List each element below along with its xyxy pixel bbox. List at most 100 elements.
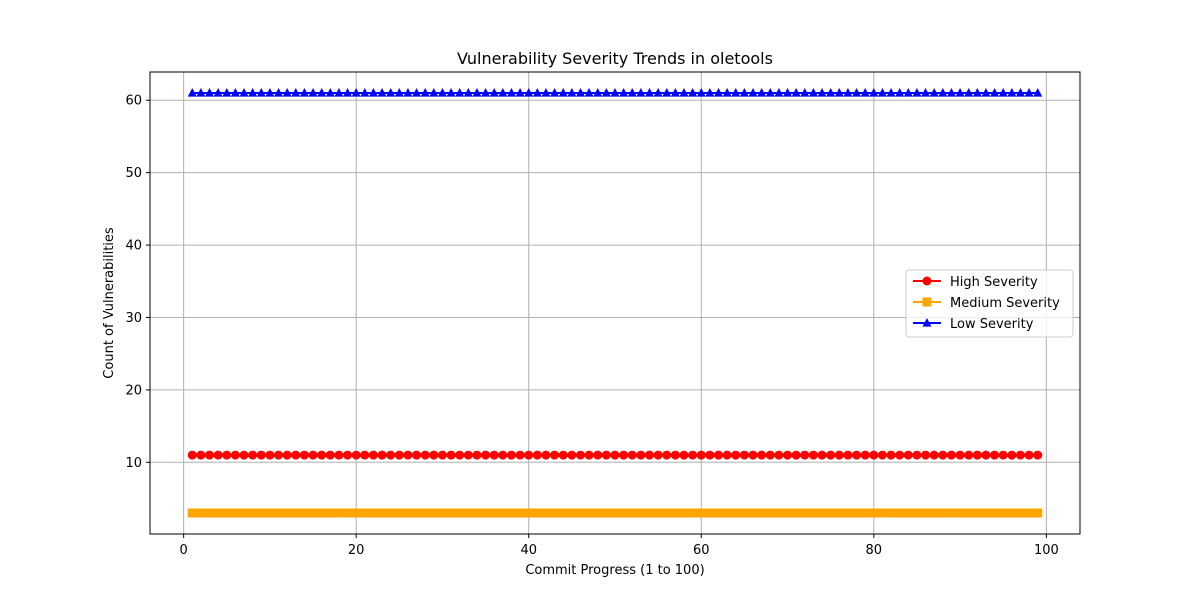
data-point [593,508,603,518]
data-point [817,88,827,97]
data-point [274,88,284,97]
data-point [360,88,370,97]
data-point [610,88,620,97]
data-point [765,88,775,97]
data-point [299,450,309,460]
legend-marker [922,276,932,286]
legend-label: Medium Severity [950,296,1060,311]
data-point [515,88,525,97]
data-point [256,88,266,97]
data-point [921,450,931,460]
data-point [386,450,396,460]
chart-title: Vulnerability Severity Trends in oletool… [457,49,773,68]
data-point [903,450,913,460]
data-point [291,450,301,460]
data-point [567,508,577,518]
data-point [808,450,818,460]
data-point [558,508,568,518]
data-point [826,508,836,518]
data-point [558,450,568,460]
data-point [619,450,629,460]
data-point [446,88,456,97]
data-point [420,450,430,460]
data-point [817,508,827,518]
data-point [368,88,378,97]
data-point [912,508,922,518]
x-tick-label: 20 [348,543,365,558]
data-point [498,450,508,460]
data-point [429,450,439,460]
data-point [929,508,939,518]
data-point [308,508,318,518]
data-point [610,508,620,518]
data-point [248,450,258,460]
data-point [895,508,905,518]
data-point [791,508,801,518]
data-point [291,508,301,518]
data-point [869,450,879,460]
data-point [248,88,258,97]
data-point [481,88,491,97]
data-point [230,450,240,460]
x-tick-label: 80 [866,543,883,558]
data-point [472,88,482,97]
data-point [886,88,896,97]
data-point [800,508,810,518]
data-point [645,88,655,97]
data-point [368,450,378,460]
series-high-severity [187,450,1043,460]
data-point [895,450,905,460]
data-point [714,450,724,460]
data-point [593,88,603,97]
data-point [429,88,439,97]
data-point [903,508,913,518]
series-low-severity [187,88,1043,97]
data-point [584,450,594,460]
data-point [325,508,335,518]
data-point [412,450,422,460]
data-point [938,88,948,97]
data-point [205,508,215,518]
data-point [498,88,508,97]
data-point [239,508,249,518]
series-layer [187,88,1043,518]
data-point [964,450,974,460]
data-point [670,450,680,460]
data-point [946,450,956,460]
data-point [437,508,447,518]
data-point [265,450,275,460]
data-point [317,88,327,97]
data-point [981,450,991,460]
data-point [696,450,706,460]
data-point [636,88,646,97]
legend-item: High Severity [913,275,1038,290]
data-point [601,508,611,518]
data-point [515,450,525,460]
data-point [274,450,284,460]
data-point [765,508,775,518]
data-point [627,508,637,518]
data-point [308,450,318,460]
data-point [972,508,982,518]
x-tick-label: 100 [1034,543,1059,558]
data-point [1033,88,1043,97]
data-point [506,88,516,97]
data-point [334,508,344,518]
data-point [662,450,672,460]
data-point [377,508,387,518]
data-point [972,88,982,97]
data-point [826,88,836,97]
data-point [541,88,551,97]
data-point [282,88,292,97]
data-point [187,508,197,518]
data-point [377,88,387,97]
data-point [325,88,335,97]
x-axis-label: Commit Progress (1 to 100) [525,563,704,578]
data-point [343,450,353,460]
data-point [489,88,499,97]
data-point [791,88,801,97]
y-tick-label: 50 [125,166,142,181]
data-point [921,88,931,97]
data-point [334,450,344,460]
data-point [437,450,447,460]
